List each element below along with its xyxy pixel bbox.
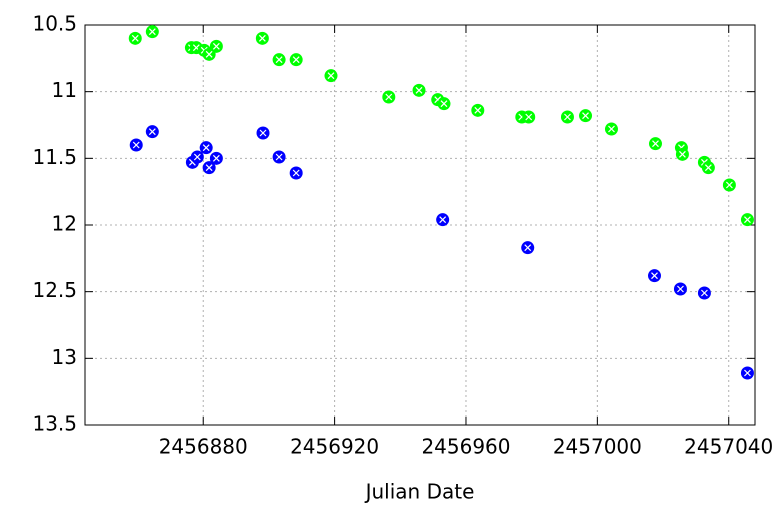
point-detail	[275, 153, 283, 161]
point	[675, 147, 689, 161]
point-detail	[131, 34, 139, 42]
point-detail	[524, 244, 532, 252]
point	[722, 178, 736, 192]
point	[579, 109, 593, 123]
point-detail	[275, 56, 283, 64]
point-detail	[700, 289, 708, 297]
point-detail	[677, 285, 684, 293]
point-detail	[440, 100, 448, 108]
point-detail	[148, 28, 156, 36]
point	[202, 161, 216, 175]
point-detail	[259, 129, 267, 137]
point	[412, 83, 426, 97]
point-detail	[744, 216, 751, 224]
point	[145, 125, 159, 139]
y-tick-label: 13.5	[32, 412, 77, 436]
y-tick-label: 10.5	[32, 12, 77, 36]
point-detail	[525, 113, 533, 121]
x-tick-label: 2456960	[421, 435, 510, 459]
x-tick-label: 2457000	[553, 435, 642, 459]
plot-frame	[84, 24, 756, 426]
point-detail	[434, 96, 442, 104]
x-tick-label: 2456880	[159, 435, 248, 459]
x-tick-label: 2457040	[684, 435, 773, 459]
point-detail	[564, 113, 571, 121]
point	[255, 31, 269, 45]
point-detail	[439, 216, 447, 224]
point	[145, 25, 159, 39]
point	[272, 53, 286, 67]
point-detail	[132, 141, 140, 149]
point-detail	[700, 158, 708, 166]
point-detail	[192, 44, 200, 52]
point-detail	[258, 34, 266, 42]
point	[272, 150, 286, 164]
point	[289, 53, 303, 67]
point	[129, 138, 143, 152]
x-tick-label: 2456920	[290, 435, 379, 459]
point-detail	[474, 106, 482, 114]
point-detail	[744, 369, 751, 377]
y-tick-label: 11.5	[32, 145, 77, 169]
point	[382, 90, 396, 104]
point	[436, 213, 450, 227]
y-tick-label: 11	[52, 78, 77, 102]
point	[560, 110, 574, 124]
point	[648, 269, 661, 283]
point	[740, 213, 754, 227]
point	[190, 150, 204, 164]
point-detail	[212, 42, 220, 50]
point-detail	[205, 164, 213, 172]
point-detail	[385, 93, 393, 101]
point-detail	[725, 181, 733, 189]
point-detail	[678, 150, 686, 158]
point	[701, 161, 715, 175]
point	[256, 126, 270, 140]
point	[673, 282, 687, 296]
point	[289, 166, 303, 180]
x-axis-label: Julian Date	[364, 480, 475, 504]
point	[199, 141, 213, 155]
point	[471, 103, 485, 117]
point	[521, 241, 535, 255]
point	[437, 97, 451, 111]
point-detail	[193, 153, 201, 161]
point-detail	[327, 72, 335, 80]
point	[324, 69, 338, 83]
point-detail	[212, 154, 220, 162]
point	[740, 366, 754, 380]
point-detail	[652, 140, 659, 148]
point-detail	[292, 56, 300, 64]
y-tick-label: 12	[52, 212, 77, 236]
point-detail	[704, 164, 712, 172]
point-detail	[148, 128, 156, 136]
point-detail	[415, 86, 423, 94]
point	[604, 122, 618, 136]
point	[209, 39, 223, 53]
point	[209, 151, 223, 165]
point	[128, 31, 142, 45]
point	[697, 286, 711, 300]
point-detail	[205, 50, 213, 58]
point	[648, 137, 662, 151]
point-detail	[608, 125, 615, 133]
point-detail	[651, 272, 658, 280]
point-detail	[292, 169, 300, 177]
point-detail	[202, 144, 210, 152]
point-detail	[582, 112, 589, 120]
y-tick-label: 12.5	[32, 278, 77, 302]
point	[522, 110, 536, 124]
y-tick-label: 13	[52, 345, 77, 369]
